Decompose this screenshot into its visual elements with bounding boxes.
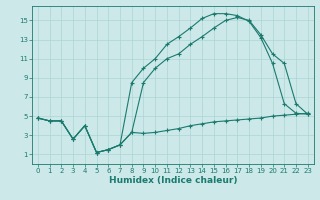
X-axis label: Humidex (Indice chaleur): Humidex (Indice chaleur) <box>108 176 237 185</box>
